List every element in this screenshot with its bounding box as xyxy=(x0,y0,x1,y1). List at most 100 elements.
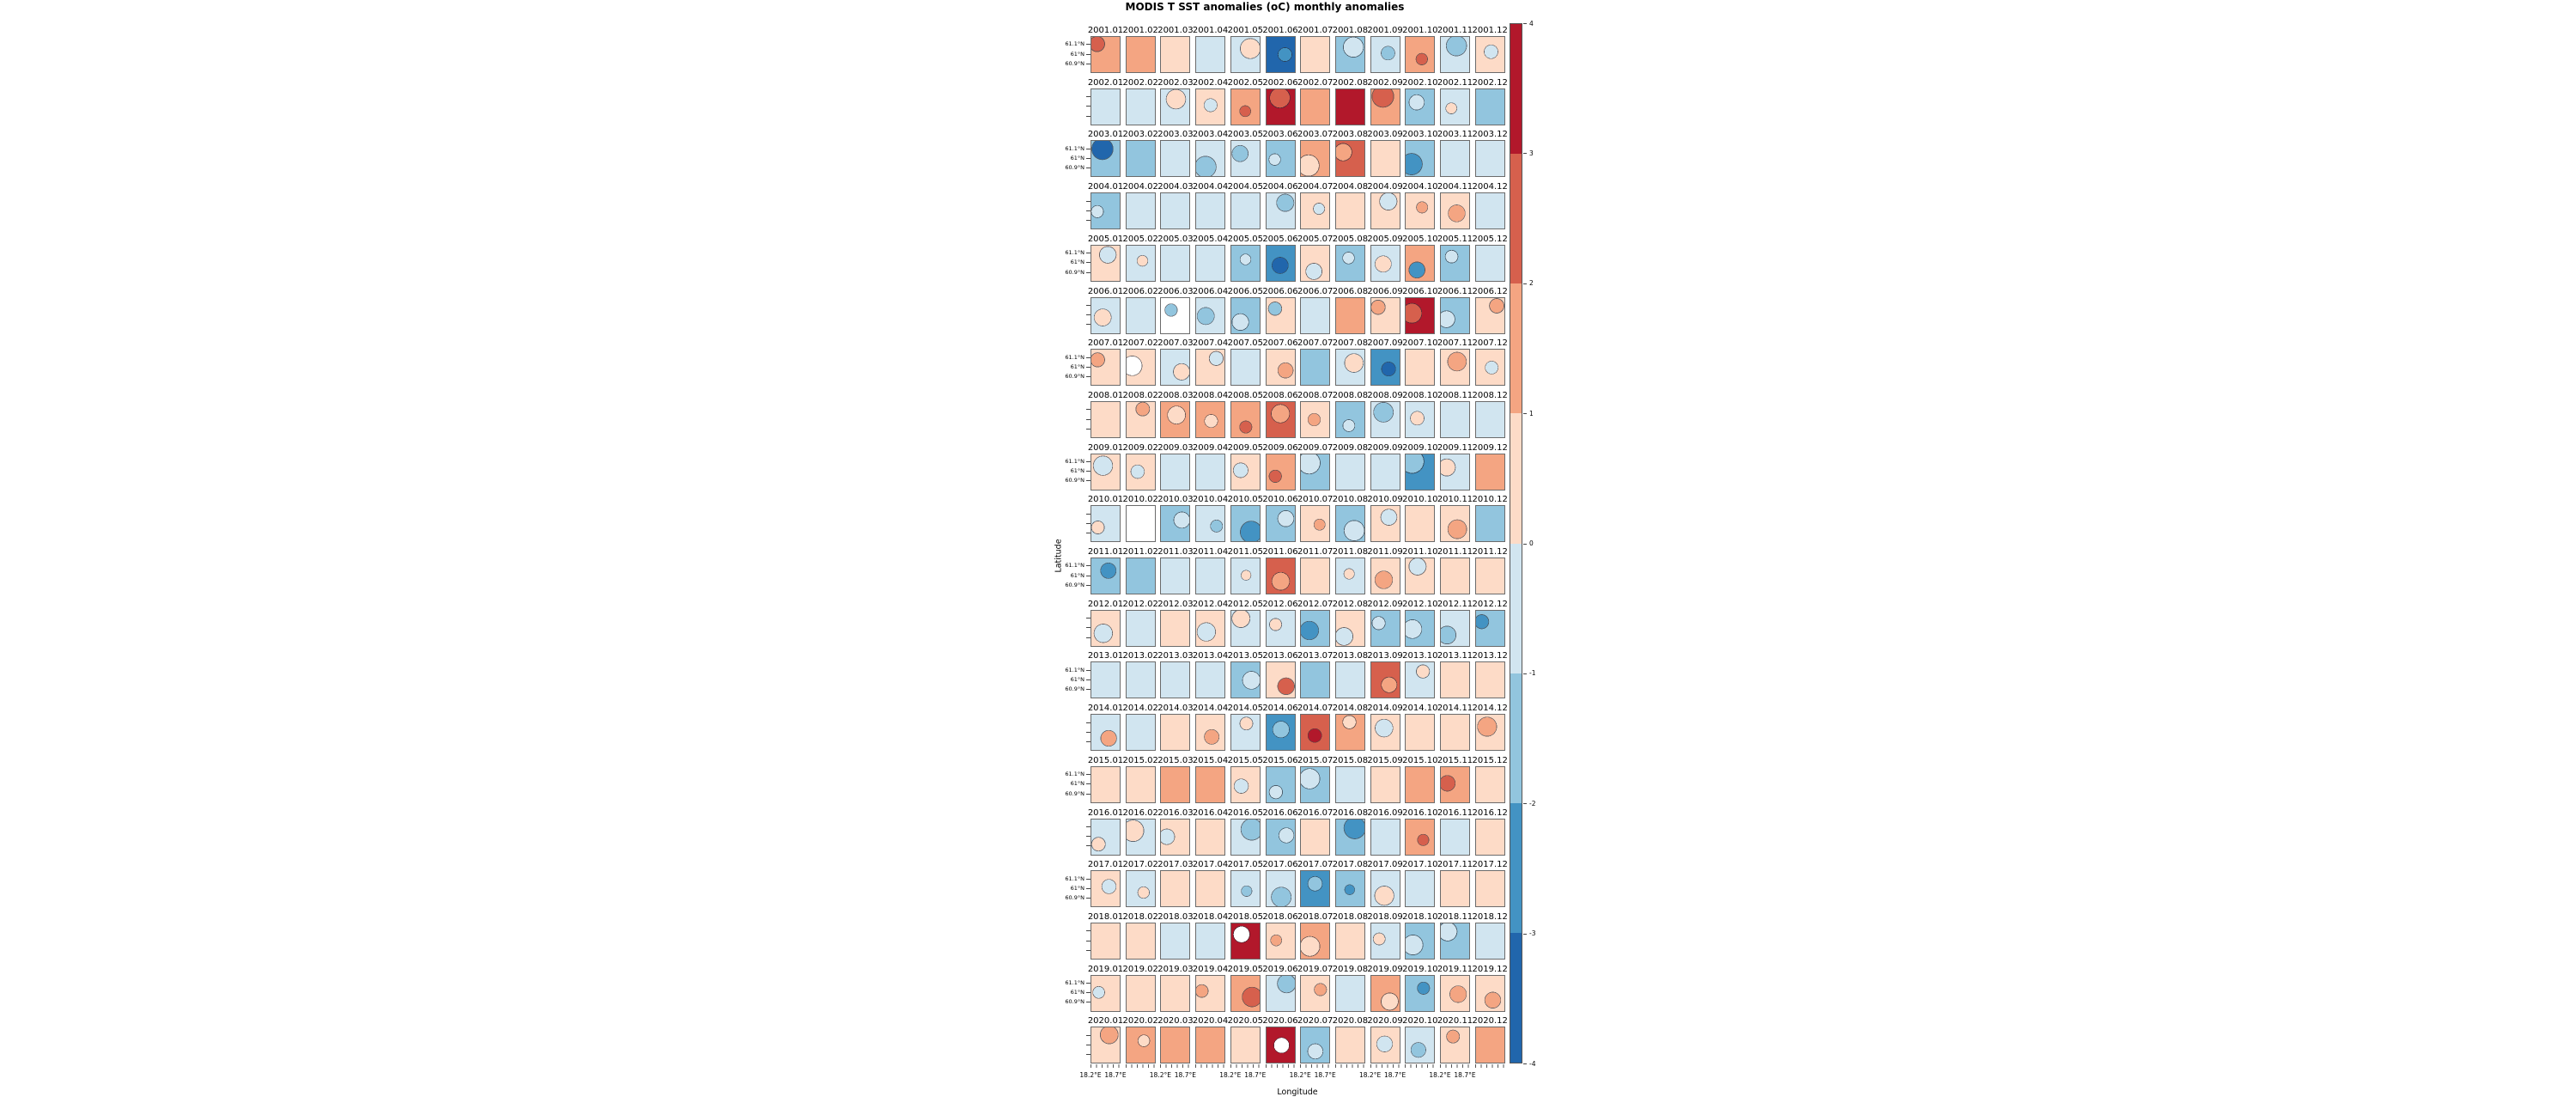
facet-title: 2018.03 xyxy=(1157,911,1194,922)
facet-panel xyxy=(1334,558,1365,594)
facet-title: 2020.03 xyxy=(1157,1016,1194,1027)
facet-title: 2012.03 xyxy=(1157,599,1194,609)
facet-title: 2006.01 xyxy=(1087,286,1124,296)
facet-title: 2006.02 xyxy=(1122,286,1158,296)
facet-panel xyxy=(1160,192,1191,230)
facet-panel xyxy=(1230,192,1261,230)
facet-title: 2010.12 xyxy=(1472,495,1508,505)
facet-title: 2018.09 xyxy=(1367,911,1403,922)
y-axis-tick xyxy=(1086,158,1091,160)
y-axis-tick xyxy=(1086,418,1091,420)
facet-title: 2009.10 xyxy=(1402,442,1438,453)
facet-title: 2012.08 xyxy=(1332,599,1369,609)
facet-title: 2018.12 xyxy=(1472,911,1508,922)
facet-panel xyxy=(1440,1027,1470,1064)
colorbar-tick-label: 3 xyxy=(1529,149,1534,157)
facet-title: 2002.11 xyxy=(1437,77,1473,88)
facet-title: 2014.09 xyxy=(1367,704,1403,714)
facet-title: 2004.09 xyxy=(1367,182,1403,192)
y-axis-tick xyxy=(1086,774,1091,776)
facet-title: 2008.01 xyxy=(1087,390,1124,400)
colorbar-segment xyxy=(1510,802,1522,933)
facet-panel xyxy=(1230,661,1261,699)
facet-title: 2017.10 xyxy=(1402,860,1438,870)
facet-panel xyxy=(1125,349,1156,387)
facet-title: 2016.07 xyxy=(1297,807,1334,818)
facet-panel xyxy=(1091,349,1121,387)
x-axis-ticks xyxy=(1125,1064,1156,1069)
facet-panel xyxy=(1334,140,1365,178)
facet-panel xyxy=(1265,765,1296,803)
facet-panel xyxy=(1370,349,1400,387)
facet-title: 2008.03 xyxy=(1157,390,1194,400)
facet-panel xyxy=(1195,922,1226,960)
colorbar-tick xyxy=(1523,1063,1527,1064)
facet-panel xyxy=(1265,558,1296,594)
facet-title: 2005.09 xyxy=(1367,234,1403,244)
facet-panel xyxy=(1300,922,1331,960)
facet-panel xyxy=(1334,1027,1365,1064)
colorbar-tick xyxy=(1523,283,1527,284)
facet-title: 2006.11 xyxy=(1437,286,1473,296)
facet-title: 2020.04 xyxy=(1192,1016,1229,1027)
facet-panel xyxy=(1265,714,1296,752)
facet-title: 2017.05 xyxy=(1227,860,1263,870)
x-axis-ticks xyxy=(1230,1064,1261,1069)
facet-title: 2009.05 xyxy=(1227,442,1263,453)
facet-title: 2016.06 xyxy=(1262,807,1298,818)
facet-title: 2015.06 xyxy=(1262,755,1298,765)
facet-panel xyxy=(1440,609,1470,647)
facet-title: 2004.01 xyxy=(1087,182,1124,192)
facet-panel xyxy=(1440,714,1470,752)
facet-title: 2007.12 xyxy=(1472,338,1508,349)
facet-panel xyxy=(1091,922,1121,960)
facet-panel xyxy=(1370,661,1400,699)
facet-title: 2004.02 xyxy=(1122,182,1158,192)
facet-panel xyxy=(1405,192,1436,230)
facet-title: 2018.10 xyxy=(1402,911,1438,922)
colorbar-segment xyxy=(1510,24,1522,155)
facet-panel xyxy=(1230,244,1261,282)
facet-title: 2009.03 xyxy=(1157,442,1194,453)
facet-title: 2018.02 xyxy=(1122,911,1158,922)
facet-panel xyxy=(1370,765,1400,803)
facet-title: 2003.11 xyxy=(1437,130,1473,140)
facet-panel xyxy=(1440,453,1470,491)
facet-title: 2008.02 xyxy=(1122,390,1158,400)
colorbar-segment xyxy=(1510,673,1522,803)
facet-title: 2014.07 xyxy=(1297,704,1334,714)
facet-panel xyxy=(1370,1027,1400,1064)
facet-panel xyxy=(1125,558,1156,594)
y-axis-tick xyxy=(1086,471,1091,472)
facet-panel xyxy=(1230,349,1261,387)
facet-title: 2014.05 xyxy=(1227,704,1263,714)
facet-panel xyxy=(1300,36,1331,73)
facet-panel xyxy=(1300,558,1331,594)
y-axis-tick xyxy=(1086,565,1091,567)
y-axis-tick xyxy=(1086,513,1091,515)
y-tick-label: 60.9°N xyxy=(1065,894,1084,902)
y-tick-label: 61°N xyxy=(1070,259,1084,266)
facet-panel xyxy=(1300,244,1331,282)
facet-panel xyxy=(1334,818,1365,856)
y-axis-tick xyxy=(1086,219,1091,221)
facet-panel xyxy=(1091,453,1121,491)
facet-title: 2019.03 xyxy=(1157,964,1194,974)
facet-title: 2012.04 xyxy=(1192,599,1229,609)
facet-title: 2006.03 xyxy=(1157,286,1194,296)
facet-title: 2008.11 xyxy=(1437,390,1473,400)
facet-title: 2011.04 xyxy=(1192,547,1229,557)
facet-title: 2016.04 xyxy=(1192,807,1229,818)
facet-title: 2002.07 xyxy=(1297,77,1334,88)
facet-panel xyxy=(1474,818,1505,856)
facet-title: 2014.02 xyxy=(1122,704,1158,714)
x-tick-label: 18.2°E xyxy=(1358,1071,1382,1080)
facet-panel xyxy=(1230,1027,1261,1064)
colorbar-segment xyxy=(1510,283,1522,414)
facet-title: 2013.08 xyxy=(1332,651,1369,661)
facet-title: 2001.10 xyxy=(1402,26,1438,35)
facet-panel xyxy=(1474,714,1505,752)
facet-title: 2011.05 xyxy=(1227,547,1263,557)
y-axis-tick xyxy=(1086,115,1091,117)
facet-title: 2020.06 xyxy=(1262,1016,1298,1027)
